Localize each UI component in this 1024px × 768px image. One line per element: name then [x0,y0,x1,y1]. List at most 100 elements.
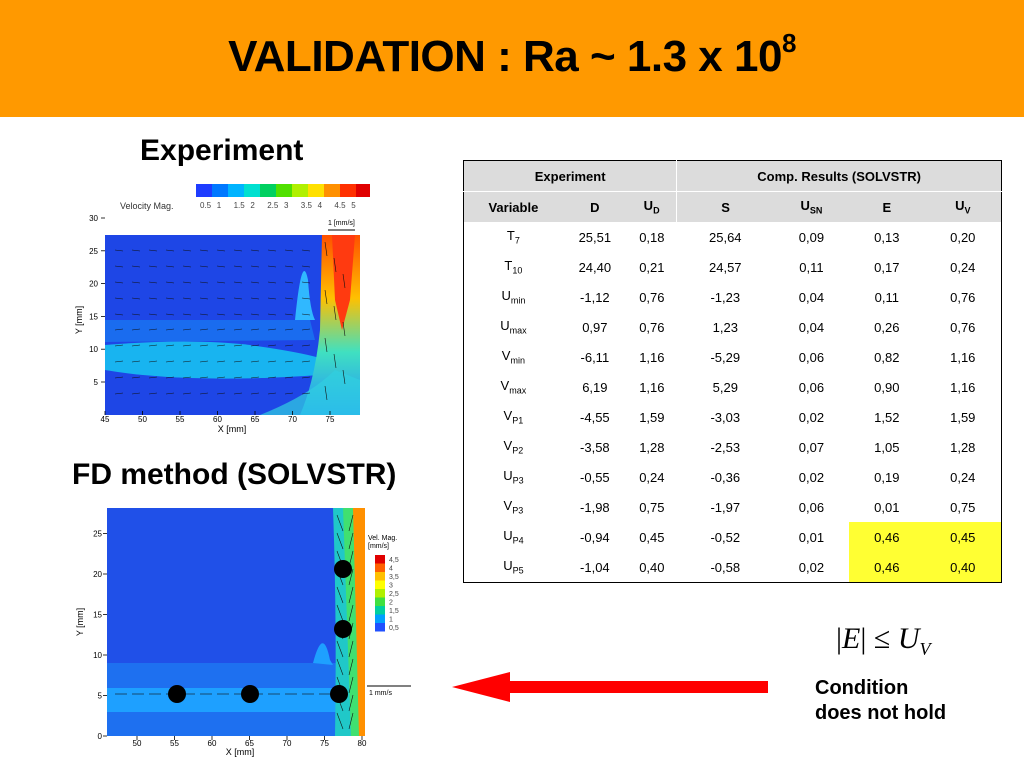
fd-y-axis-label: Y [mm] [75,608,85,636]
y-tick-label: 5 [94,378,99,387]
experiment-group-header: Experiment [463,160,677,192]
table-row: UP5 -1,04 0,40 -0,58 0,02 0,46 0,40 [464,552,1002,583]
colorbar-swatch [375,555,385,564]
velocity-arrow [284,392,294,395]
table-cell: 1,28 [639,439,665,455]
colorbar-swatch [260,184,276,197]
colorbar-tick-label: 4.5 [334,201,346,210]
formula-rhs: U [897,622,920,655]
variable-subscript: 7 [514,235,520,246]
fd-y-axis: 0 5 10 15 20 25 [93,530,107,741]
colorbar-swatch [375,606,385,615]
fd-bottom-band [107,688,365,712]
table-cell: -1,12 [580,289,610,305]
velocity-arrow [301,328,311,331]
table-cell: -6,11 [580,349,610,365]
table-row: Umin -1,12 0,76 -1,23 0,04 0,11 0,76 [464,282,1002,312]
velocity-arrow [301,281,311,284]
column-header-3: S [676,191,774,222]
variable-name: T [504,258,513,274]
velocity-arrow [284,344,294,347]
velocity-arrow [348,568,354,586]
velocity-arrow [333,305,337,321]
slide-title-text: VALIDATION : Ra ~ 1.3 x 10 [228,32,782,81]
x-tick-label: 45 [101,415,110,424]
table-cell: 0,45 [924,522,1002,552]
table-cell: -0,52 [710,529,741,545]
velocity-arrow [267,392,277,395]
velocity-arrow [348,532,354,550]
table-cell: -0,36 [710,469,741,485]
experiment-x-axis: 45 50 55 60 65 70 75 [101,411,335,424]
velocity-arrow [233,249,243,252]
table-cell: 0,76 [950,319,976,335]
variable-subscript: P2 [512,445,524,456]
velocity-arrow [233,344,243,347]
experiment-y-axis: 5 10 15 20 25 30 [89,214,105,387]
experiment-bottom-band [260,370,360,415]
variable-name: V [503,498,513,514]
pointer-arrow [452,672,768,702]
velocity-arrow [182,313,192,316]
velocity-arrow [199,360,209,363]
velocity-arrow [131,281,141,284]
table-cell: 0,97 [582,319,608,335]
velocity-arrow [165,344,175,347]
colorbar-swatch [324,184,340,197]
velocity-arrow [131,249,141,252]
colorbar-tick-label: 3,5 [389,574,399,581]
table-cell: 0,13 [874,229,900,245]
velocity-arrow [199,265,209,268]
variable-subscript: min [510,355,525,366]
velocity-arrow [267,313,277,316]
table-row: T10 24,40 0,21 24,57 0,11 0,17 0,24 [464,252,1002,282]
experiment-x-axis-label: X [mm] [218,424,247,434]
table-cell: 0,40 [639,559,665,575]
velocity-arrow [182,392,192,395]
slide-title: VALIDATION : Ra ~ 1.3 x 108 [0,28,1024,82]
x-tick-label: 70 [283,739,292,748]
velocity-arrow [131,297,141,300]
experiment-reference-vector-label: 1 [mm/s] [328,220,355,227]
fd-reference-vector-label: 1 mm/s [369,690,392,697]
variable-name: U [503,558,513,574]
velocity-arrow [301,313,311,316]
velocity-arrow [165,281,175,284]
table-cell: 0,82 [874,349,900,365]
table-cell: 0,02 [798,409,825,425]
velocity-arrow [267,297,277,300]
variable-cell: Umin [464,282,563,312]
velocity-arrow [267,281,277,284]
colorbar-tick-label: 2.5 [267,201,279,210]
table-cell: -1,04 [580,559,610,575]
velocity-arrow [182,328,192,331]
condition-line-1: Condition [815,677,909,699]
experiment-legend-title: Velocity Mag. [120,201,174,211]
variable-name: V [503,408,513,424]
x-tick-label: 65 [251,415,260,424]
colorbar-tick-label: 1.5 [234,201,246,210]
velocity-arrow [216,297,226,300]
table-cell: 1,16 [639,349,665,365]
column-header-row: Variable D UD S USN E UV [463,191,1002,222]
velocity-arrow [336,658,344,676]
colorbar-swatch [196,184,212,197]
experiment-hot-jet [332,235,355,330]
y-tick-label: 10 [93,651,102,660]
variable-cell: UP3 [464,462,563,492]
velocity-arrow [267,328,277,331]
table-cell: -3,58 [580,439,610,455]
colorbar-tick-label: 1 [217,201,222,210]
velocity-arrow [336,514,344,532]
table-cell: -4,55 [580,409,610,425]
velocity-arrow [301,297,311,300]
variable-cell: T7 [464,222,563,252]
variable-name: V [500,378,510,394]
column-header-main: Variable [488,199,539,215]
velocity-arrow [131,376,141,379]
column-header-0: Variable [463,191,563,222]
table-cell: 0,21 [639,259,665,275]
table-cell: 0,02 [798,559,825,575]
velocity-arrow [165,297,175,300]
velocity-arrow [284,360,294,363]
